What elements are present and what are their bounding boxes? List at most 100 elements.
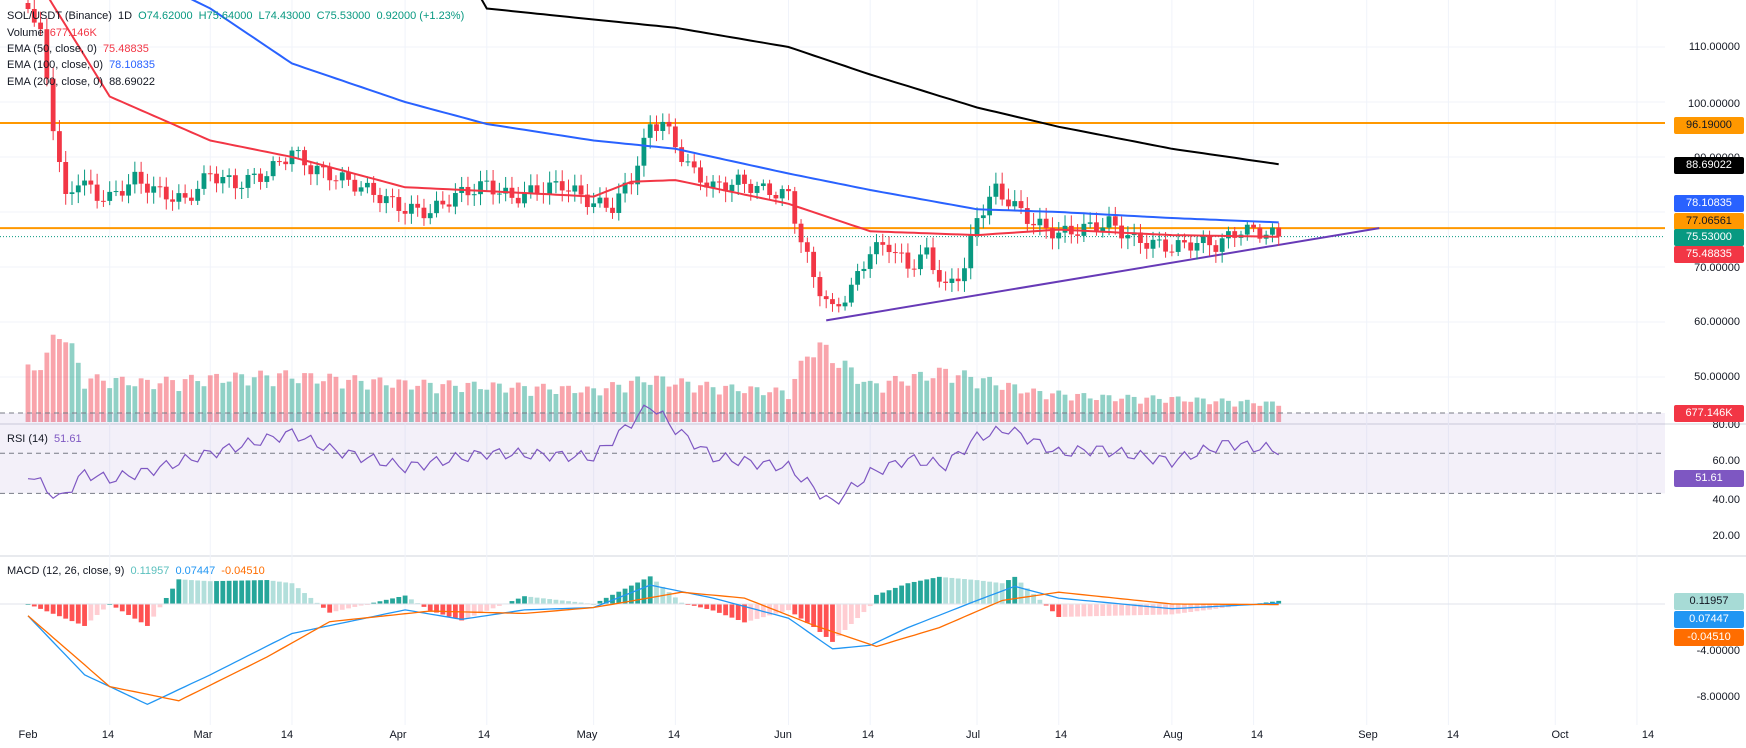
candle-body [672,126,678,148]
candle-body [132,171,138,185]
macd-histogram-bar [1270,601,1275,604]
macd-histogram-bar [1006,580,1011,604]
price-tick-110: 110.00000 [1688,41,1740,53]
candle-body [760,183,766,187]
volume-bar [233,372,238,422]
ema100-legend[interactable]: EMA (100, close, 0) 78.10835 [7,59,158,71]
volume-bar [1131,396,1137,422]
volume-bar [94,374,100,422]
volume-bar [333,376,339,422]
volume-legend[interactable]: Volume 677.146K [7,27,100,39]
volume-bar [842,360,848,422]
candle-body [327,167,333,181]
volume-bar [1125,394,1131,422]
macd-histogram-bar [346,604,351,609]
macd-histogram-bar [930,578,936,604]
volume-bar [672,384,678,422]
candle-body [471,194,477,196]
volume-bar [559,386,565,422]
volume-bar [490,382,496,422]
rsi-tick-60: 60.00 [1712,455,1740,467]
volume-bar [742,393,747,422]
candle-body [371,182,377,195]
candle-body [69,192,75,194]
rsi-badge: 51.61 [1674,470,1744,487]
candle-body [811,251,817,278]
volume-bar [126,385,131,422]
macd-histogram-bar [540,598,546,604]
volume-bar [1270,401,1275,422]
macd-histogram-bar [635,582,641,604]
volume-bar [452,385,458,422]
candle-body [390,196,395,198]
macd-histogram-bar [603,597,609,604]
symbol-name[interactable]: SOL/USDT (Binance) [7,10,112,22]
high-value: H75.64000 [198,10,253,22]
candle-body [892,252,898,254]
candle-body [936,270,942,282]
macd-histogram-bar [804,604,810,623]
volume-bar [465,382,471,422]
volume-bar [484,389,490,422]
macd-histogram-bar [1156,604,1162,615]
resistance-badge: 96.19000 [1674,117,1744,134]
volume-bar [836,367,842,422]
x-tick-jul-14: 14 [1054,729,1068,741]
volume-bar [534,386,540,422]
volume-bar [113,377,119,422]
candle-body [1144,242,1150,249]
candle-body [220,176,226,184]
candle-body [635,165,641,185]
macd-histogram-bar [924,579,930,604]
macd-histogram-bar [113,604,119,608]
macd-legend[interactable]: MACD (12, 26, close, 9) 0.11957 0.07447 … [7,565,268,577]
candle-body [182,193,188,198]
volume-bar [415,385,421,422]
candle-body [987,196,993,216]
volume-bar [163,376,169,422]
volume-bar [578,392,584,422]
macd-histogram-bar [949,577,955,604]
ema200-legend[interactable]: EMA (200, close, 0) 88.69022 [7,76,158,88]
rsi-label: RSI (14) [7,433,48,445]
macd-histogram-bar [968,579,974,604]
volume-bar [1119,398,1124,422]
volume-bar [339,388,345,422]
candle-body [597,197,603,204]
candle-body [490,180,496,195]
candle-body [647,124,653,138]
candle-body [1112,216,1118,226]
macd-histogram-bar [848,604,854,624]
interval[interactable]: 1D [118,10,133,22]
volume-bar [239,374,245,422]
macd-histogram-bar [515,598,521,604]
rsi-tick-40: 40.00 [1712,494,1740,506]
macd-histogram-bar [779,604,785,612]
macd-histogram-bar [1144,604,1150,615]
macd-histogram-bar [760,604,766,618]
ema50-line [48,0,1279,238]
volume-bar [823,344,829,422]
volume-bar [364,389,370,422]
volume-bar [1006,382,1011,422]
volume-bar [936,367,942,422]
volume-bar [679,378,685,422]
volume-bar [1094,400,1099,422]
macd-tick-minus8: -8.00000 [1696,691,1740,703]
ema100-value: 78.10835 [109,59,155,71]
macd-histogram-bar [823,604,829,637]
candle-body [346,172,351,180]
ema50-legend[interactable]: EMA (50, close, 0) 75.48835 [7,43,152,55]
low-value: L74.43000 [258,10,311,22]
volume-bar [1068,400,1074,422]
volume-bar [408,389,414,422]
candle-body [1156,239,1162,241]
x-tick-jun-14: 14 [861,729,875,741]
volume-bar [1087,398,1093,422]
macd-histogram-bar [723,604,729,616]
volume-bar [427,382,433,422]
macd-histogram-bar [251,580,257,604]
rsi-legend[interactable]: RSI (14) 51.61 [7,433,85,445]
candle-body [1138,232,1143,243]
